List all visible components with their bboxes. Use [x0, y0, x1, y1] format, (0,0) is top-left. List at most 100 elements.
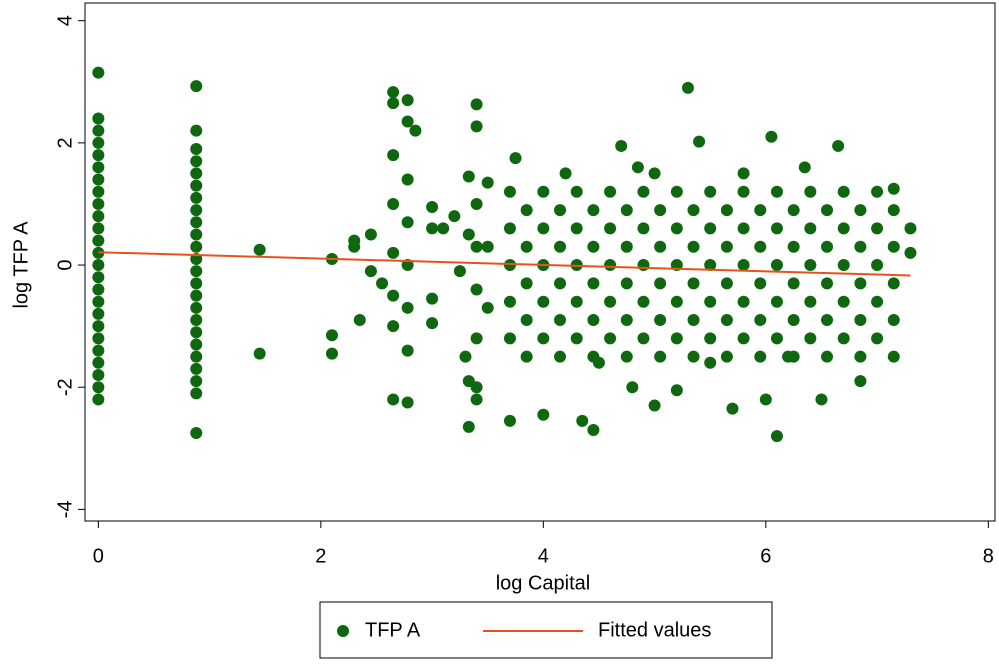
scatter-point — [787, 204, 800, 217]
scatter-point — [353, 314, 366, 327]
scatter-point — [387, 246, 400, 259]
scatter-point — [704, 356, 717, 369]
scatter-point — [190, 375, 203, 388]
scatter-point — [871, 222, 884, 235]
scatter-point — [854, 350, 867, 363]
scatter-point — [503, 295, 516, 308]
scatter-point — [837, 185, 850, 198]
scatter-point — [631, 161, 644, 174]
scatter-point — [459, 350, 472, 363]
scatter-point — [503, 222, 516, 235]
scatter-point — [92, 295, 105, 308]
scatter-point — [92, 344, 105, 357]
scatter-point — [587, 423, 600, 436]
scatter-point — [704, 295, 717, 308]
scatter-point — [798, 161, 811, 174]
scatter-point — [503, 332, 516, 345]
scatter-point — [503, 414, 516, 427]
fitted-line — [98, 251, 911, 277]
scatter-point — [648, 167, 661, 180]
scatter-point — [520, 204, 533, 217]
scatter-point — [570, 332, 583, 345]
scatter-point — [92, 332, 105, 345]
scatter-point — [821, 240, 834, 253]
scatter-point — [887, 182, 900, 195]
scatter-point — [92, 136, 105, 149]
scatter-point — [348, 240, 361, 253]
scatter-point — [637, 295, 650, 308]
scatter-point — [804, 185, 817, 198]
scatter-point — [92, 271, 105, 284]
scatter-point — [754, 277, 767, 290]
scatter-point — [387, 320, 400, 333]
scatter-point — [559, 167, 572, 180]
scatter-point — [92, 197, 105, 210]
scatter-point — [554, 277, 567, 290]
scatter-point — [570, 185, 583, 198]
scatter-point — [401, 216, 414, 229]
y-tick-label: 4 — [54, 15, 76, 26]
scatter-point — [426, 201, 439, 214]
y-tick-label: -2 — [54, 378, 76, 396]
scatter-point — [626, 381, 639, 394]
scatter-point — [462, 228, 475, 241]
scatter-point — [470, 98, 483, 111]
scatter-point — [570, 295, 583, 308]
scatter-point — [620, 277, 633, 290]
scatter-point — [737, 222, 750, 235]
scatter-point — [448, 210, 461, 223]
scatter-point — [804, 259, 817, 272]
x-axis-title: log Capital — [496, 572, 591, 594]
scatter-point — [871, 332, 884, 345]
scatter-point — [587, 350, 600, 363]
scatter-point — [92, 320, 105, 333]
scatter-point — [190, 124, 203, 137]
scatter-point — [401, 173, 414, 186]
scatter-point — [759, 393, 772, 406]
x-tick-label: 0 — [93, 545, 104, 567]
scatter-point — [720, 240, 733, 253]
scatter-point — [770, 430, 783, 443]
scatter-point — [364, 265, 377, 278]
scatter-point — [620, 204, 633, 217]
legend-label: Fitted values — [598, 619, 711, 641]
scatter-point — [190, 155, 203, 168]
scatter-point — [770, 185, 783, 198]
scatter-point — [190, 289, 203, 302]
scatter-point — [401, 344, 414, 357]
scatter-point — [720, 350, 733, 363]
scatter-point — [437, 222, 450, 235]
scatter-point — [704, 222, 717, 235]
scatter-point — [837, 222, 850, 235]
scatter-point — [190, 216, 203, 229]
scatter-point — [604, 259, 617, 272]
scatter-point — [462, 420, 475, 433]
scatter-point — [615, 139, 628, 152]
scatter-point — [687, 350, 700, 363]
scatter-point — [737, 259, 750, 272]
scatter-point — [687, 240, 700, 253]
x-tick-label: 6 — [760, 545, 771, 567]
x-tick-label: 2 — [315, 545, 326, 567]
scatter-point — [737, 185, 750, 198]
scatter-point — [837, 295, 850, 308]
scatter-point — [520, 277, 533, 290]
scatter-point — [687, 204, 700, 217]
scatter-point — [770, 332, 783, 345]
scatter-point — [815, 393, 828, 406]
scatter-point — [687, 277, 700, 290]
scatter-point — [364, 228, 377, 241]
legend-marker — [337, 625, 349, 637]
scatter-point — [604, 295, 617, 308]
scatter-point — [190, 191, 203, 204]
scatter-point — [92, 369, 105, 382]
scatter-point — [470, 283, 483, 296]
scatter-point — [190, 142, 203, 155]
scatter-point — [604, 222, 617, 235]
y-axis-title: log TFP A — [10, 221, 32, 309]
scatter-point — [503, 185, 516, 198]
scatter-point — [637, 222, 650, 235]
scatter-point — [871, 259, 884, 272]
scatter-point — [401, 94, 414, 107]
